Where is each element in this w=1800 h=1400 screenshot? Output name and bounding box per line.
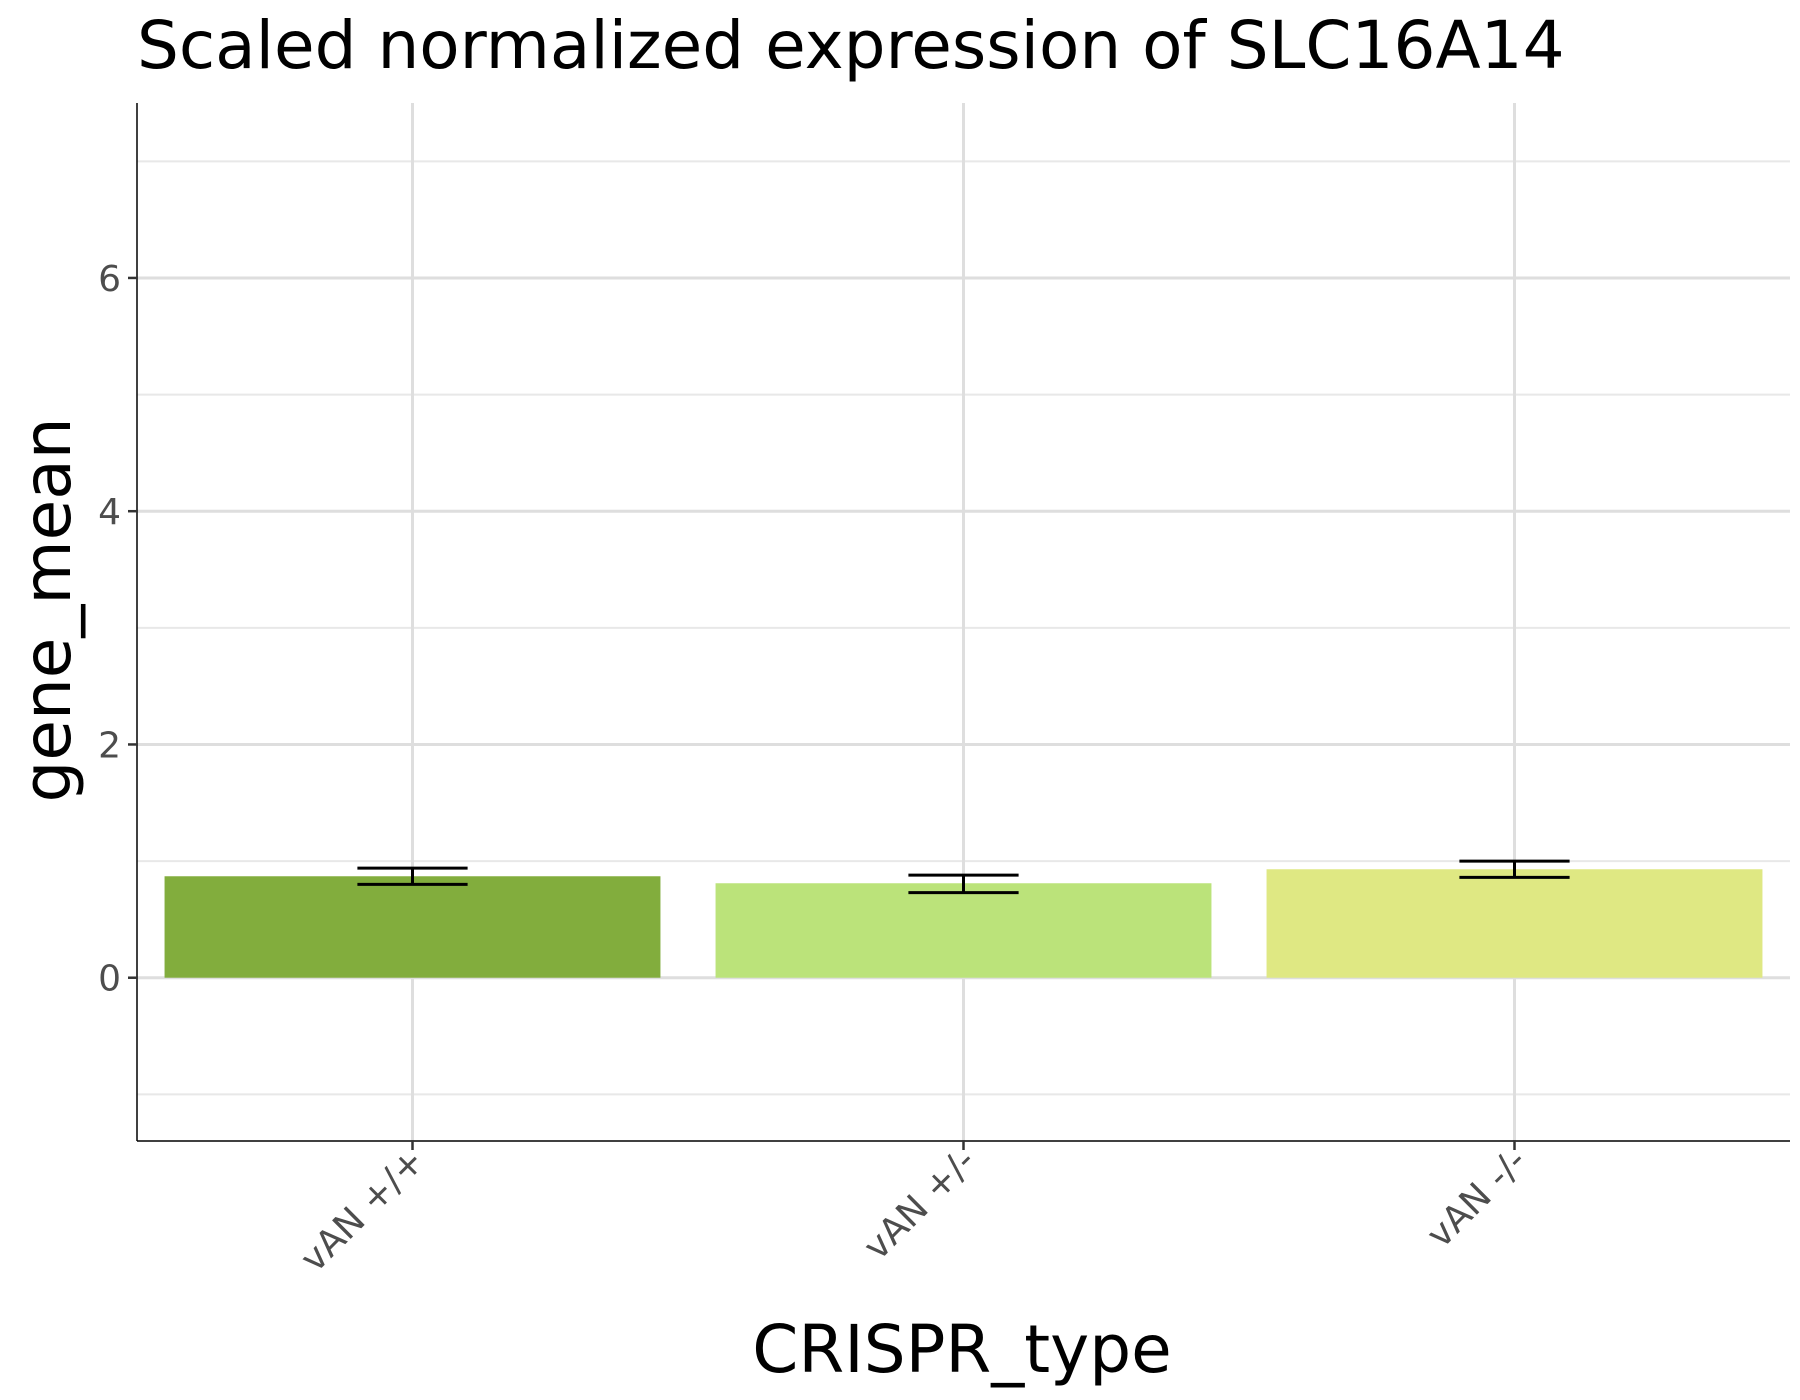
x-axis-title: CRISPR_type bbox=[752, 1311, 1171, 1388]
error-bars bbox=[357, 859, 1570, 895]
x-tick-label: vAN +/- bbox=[856, 1140, 984, 1268]
error-bar-1 bbox=[357, 866, 468, 886]
bar-1 bbox=[164, 876, 661, 978]
error-bar-2 bbox=[908, 873, 1019, 895]
y-tick-label: 0 bbox=[98, 959, 121, 1000]
chart-title: Scaled normalized expression of SLC16A14 bbox=[137, 7, 1565, 84]
x-tick-label: vAN -/- bbox=[1419, 1140, 1535, 1256]
bar-2 bbox=[715, 883, 1212, 978]
bar-3 bbox=[1266, 869, 1763, 978]
x-tick-label: vAN +/+ bbox=[293, 1140, 433, 1280]
error-bar-3 bbox=[1459, 859, 1570, 879]
tick-labels: 0 2 4 6 vAN +/+ vAN +/- vAN -/- bbox=[98, 259, 1535, 1280]
y-tick-label: 4 bbox=[98, 492, 121, 533]
gridlines bbox=[137, 103, 1790, 1141]
bars bbox=[164, 869, 1763, 978]
axes bbox=[128, 103, 1790, 1150]
y-tick-label: 6 bbox=[98, 259, 121, 300]
y-tick-label: 2 bbox=[98, 725, 121, 766]
y-axis-title: gene_mean bbox=[9, 417, 86, 802]
